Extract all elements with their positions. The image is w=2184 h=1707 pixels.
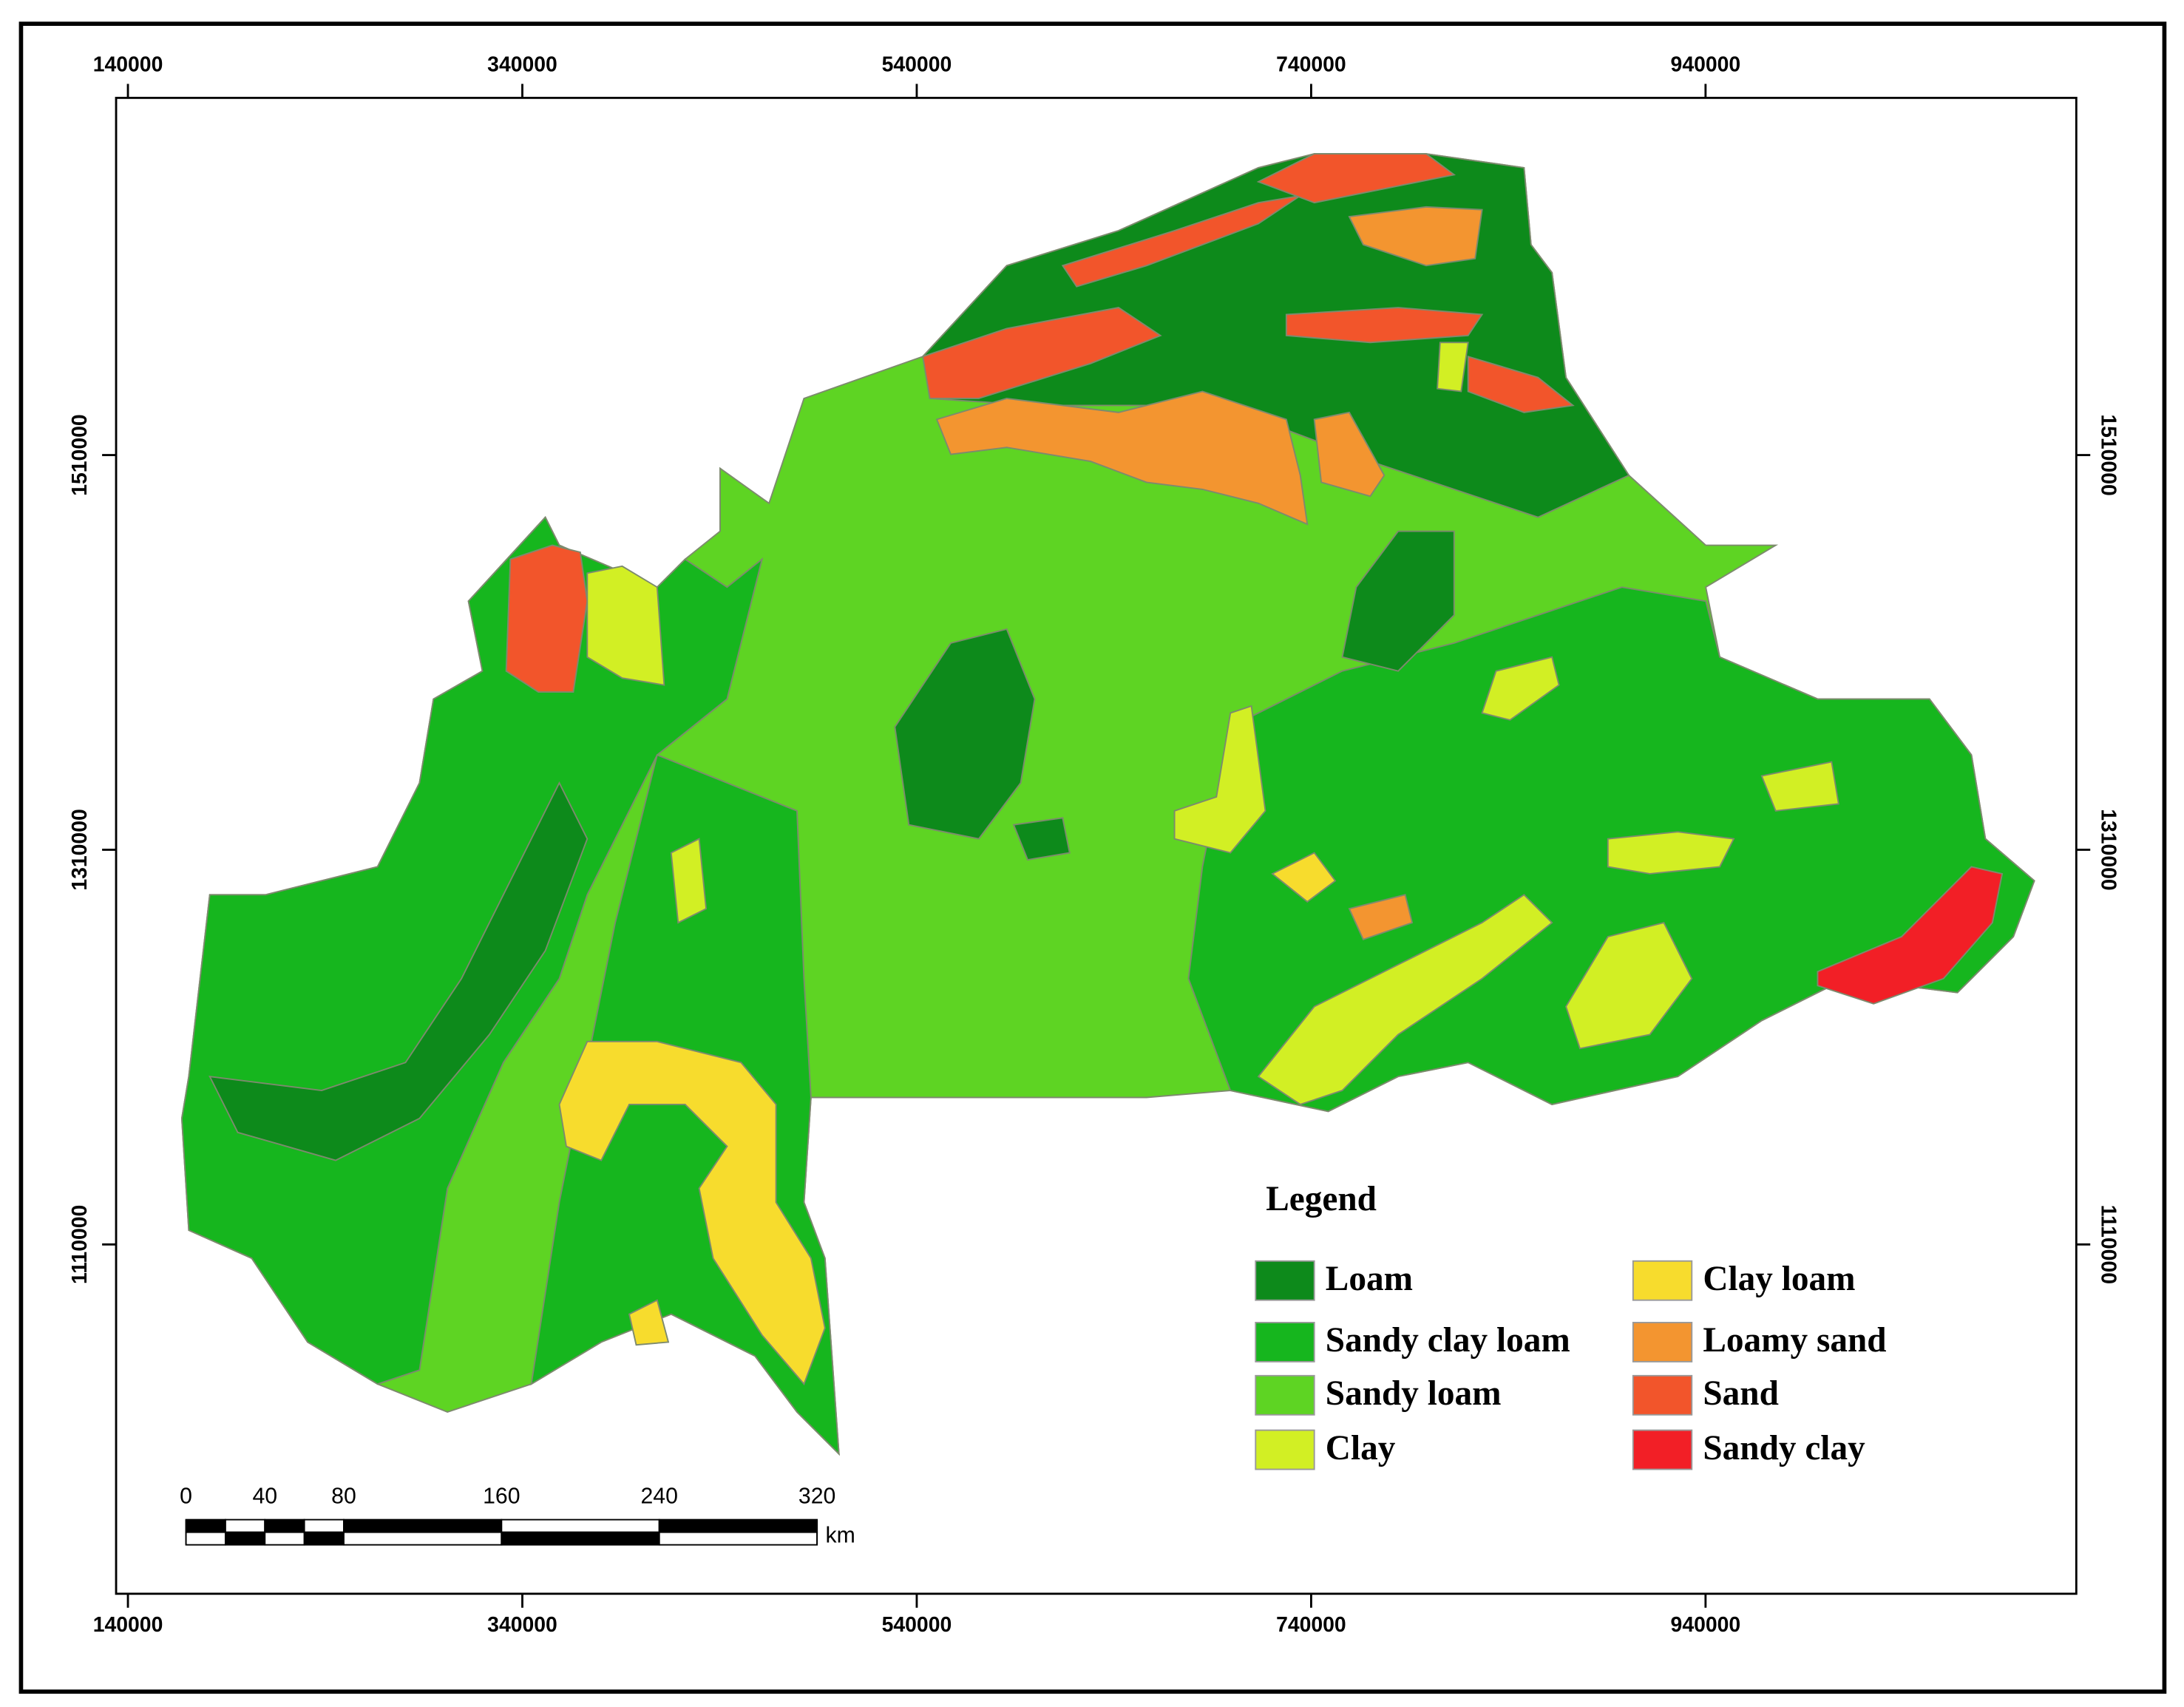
y-tick-label: 1510000 — [68, 414, 92, 495]
scale-segment — [501, 1531, 660, 1546]
legend-label: Sand — [1703, 1374, 1779, 1413]
scale-segment — [224, 1518, 266, 1533]
x-tick-label: 740000 — [1276, 52, 1346, 76]
y-tick-label: 1110000 — [2096, 1205, 2120, 1284]
x-tick-label: 540000 — [882, 1613, 952, 1637]
legend-label: Sandy loam — [1326, 1374, 1502, 1413]
scale-segment — [658, 1518, 818, 1533]
clay-patch — [670, 838, 708, 924]
x-tick-label: 740000 — [1276, 1613, 1346, 1637]
legend-items: Loam Sandy clay loam Sandy loam Clay Clay lo… — [1255, 1260, 1887, 1470]
sandy-clay-loam-region — [180, 516, 764, 1385]
clay-patch — [1565, 922, 1693, 1050]
sand-patch — [1061, 194, 1301, 288]
clay-patch — [1607, 831, 1735, 875]
loamy-sand-patch — [1348, 206, 1483, 267]
clay-patch — [1437, 342, 1469, 393]
clay-patch — [1481, 656, 1560, 721]
legend: Legend Loam Sandy clay loam Sandy loam Clay… — [1255, 1180, 1887, 1470]
scale-label: 160 — [483, 1484, 520, 1508]
legend-swatch — [1632, 1260, 1693, 1301]
legend-swatch — [1632, 1429, 1693, 1470]
legend-label: Clay loam — [1703, 1260, 1855, 1298]
loam-region — [894, 628, 1036, 840]
clay-patch — [1173, 705, 1266, 854]
loam-patch — [1012, 817, 1071, 861]
scale-label: 320 — [798, 1484, 835, 1508]
clay-patch — [1760, 761, 1839, 812]
sand-patch — [1256, 153, 1456, 204]
legend-swatch — [1255, 1374, 1315, 1416]
loamy-sand-patch — [1313, 411, 1386, 498]
clay-loam-patch — [558, 1040, 826, 1385]
sand-patch — [1467, 355, 1575, 413]
clay-loam-patch — [628, 1299, 670, 1346]
x-tick-label: 140000 — [93, 1613, 163, 1637]
country — [180, 153, 2035, 1456]
x-tick-label: 340000 — [487, 52, 557, 76]
legend-label: Clay — [1326, 1429, 1396, 1467]
x-tick-label: 340000 — [487, 1613, 557, 1637]
scale-segment — [303, 1518, 345, 1533]
clay-patch — [586, 565, 665, 686]
sand-patch — [922, 307, 1162, 399]
scale-label: 40 — [252, 1484, 277, 1508]
scale-segment — [264, 1531, 305, 1546]
scale-segment — [224, 1531, 266, 1546]
scale-segment — [264, 1518, 305, 1533]
loamy-sand-patch — [1348, 894, 1414, 940]
legend-swatch — [1255, 1429, 1315, 1470]
clay-loam-patch — [1271, 852, 1337, 903]
legend-swatch — [1255, 1322, 1315, 1362]
scale-bar: 0 40 80 160 240 320 km — [180, 1484, 855, 1547]
sandy-clay-patch — [1817, 866, 2004, 1005]
legend-label: Loam — [1326, 1260, 1413, 1298]
scale-segment — [501, 1518, 660, 1533]
loamy-sand-patch — [935, 390, 1309, 526]
y-tick-label: 1310000 — [2096, 809, 2120, 890]
y-tick-label: 1110000 — [68, 1205, 92, 1284]
legend-label: Loamy sand — [1703, 1321, 1886, 1360]
legend-label: Sandy clay — [1703, 1429, 1865, 1467]
legend-title: Legend — [1266, 1180, 1377, 1218]
legend-swatch — [1255, 1260, 1315, 1301]
scale-segment — [303, 1531, 345, 1546]
scale-segment — [343, 1518, 503, 1533]
legend-label: Sandy clay loam — [1326, 1321, 1570, 1360]
x-tick-label: 540000 — [882, 52, 952, 76]
scale-segment — [658, 1531, 818, 1546]
sand-patch — [1285, 307, 1484, 344]
legend-swatch — [1632, 1322, 1693, 1362]
x-tick-label: 940000 — [1671, 52, 1741, 76]
scale-segment — [185, 1531, 226, 1546]
clay-patch — [1257, 894, 1553, 1105]
x-tick-label: 140000 — [93, 52, 163, 76]
sand-patch — [505, 544, 589, 693]
x-tick-label: 940000 — [1671, 1613, 1741, 1637]
y-tick-label: 1310000 — [68, 809, 92, 890]
scale-label: 80 — [331, 1484, 356, 1508]
legend-swatch — [1632, 1374, 1693, 1416]
scale-label: 0 — [180, 1484, 192, 1508]
loam-region — [1341, 530, 1455, 672]
loam-region — [208, 781, 589, 1161]
y-tick-label: 1510000 — [2096, 414, 2120, 495]
scale-unit: km — [825, 1523, 855, 1547]
scale-label: 240 — [640, 1484, 677, 1508]
coordinate-ticks: 140000 140000 340000 340000 540000 540000 7400… — [68, 52, 2120, 1636]
scale-segment — [343, 1531, 503, 1546]
scale-segment — [185, 1518, 226, 1533]
